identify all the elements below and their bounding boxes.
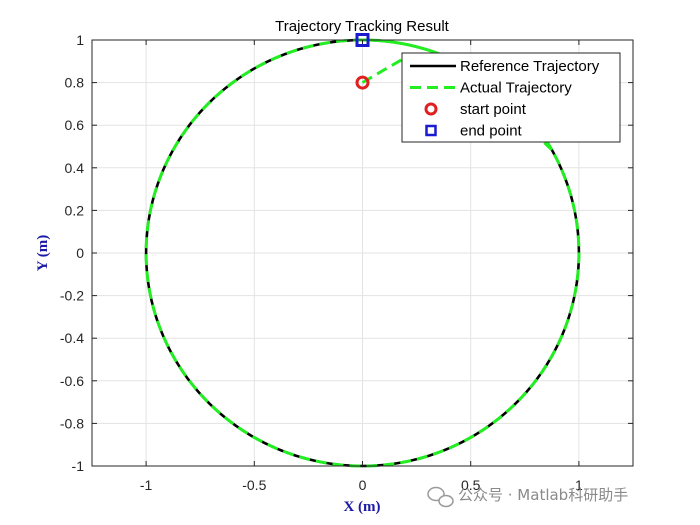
end-point-marker bbox=[355, 33, 370, 47]
y-tick-label: -1 bbox=[72, 458, 85, 474]
chart-title: Trajectory Tracking Result bbox=[275, 18, 449, 35]
legend-swatch bbox=[424, 102, 438, 116]
watermark: 公众号 · Matlab科研助手 bbox=[427, 486, 628, 508]
watermark-text: 公众号 · Matlab科研助手 bbox=[458, 486, 628, 504]
x-tick-label: -1 bbox=[140, 477, 153, 493]
y-tick-label: 0.2 bbox=[65, 202, 85, 218]
x-tick-label: 0 bbox=[359, 477, 367, 493]
y-tick-label: -0.8 bbox=[60, 415, 84, 431]
y-tick-label: 1 bbox=[76, 32, 84, 48]
legend-item-actual: Actual Trajectory bbox=[410, 80, 572, 97]
legend-item-end: end point bbox=[425, 123, 523, 140]
x-tick-label: 1 bbox=[575, 477, 583, 493]
y-tick-label: -0.2 bbox=[60, 288, 84, 304]
start-point-marker bbox=[355, 75, 370, 90]
x-axis-label: X (m) bbox=[343, 499, 380, 515]
y-axis-label: Y (m) bbox=[35, 235, 51, 272]
x-tick-label: 0.5 bbox=[461, 477, 481, 493]
y-tick-label: 0.8 bbox=[65, 75, 85, 91]
legend-label: Reference Trajectory bbox=[460, 58, 600, 75]
y-tick-label: -0.6 bbox=[60, 373, 84, 389]
legend-label: Actual Trajectory bbox=[460, 80, 572, 97]
legend-box bbox=[401, 52, 621, 143]
x-tick-label: -0.5 bbox=[242, 477, 266, 493]
y-tick-label: 0.4 bbox=[65, 160, 85, 176]
legend-item-reference: Reference Trajectory bbox=[410, 58, 600, 75]
y-tick-label: -0.4 bbox=[60, 330, 84, 346]
legend-label: start point bbox=[460, 101, 527, 118]
y-tick-label: 0.6 bbox=[65, 117, 85, 133]
actual-trajectory-line bbox=[144, 38, 581, 468]
legend-swatch bbox=[425, 124, 437, 137]
legend-item-start: start point bbox=[424, 101, 527, 118]
legend-label: end point bbox=[460, 123, 523, 140]
wechat-icon bbox=[427, 486, 454, 508]
y-tick-label: 0 bbox=[76, 245, 84, 261]
